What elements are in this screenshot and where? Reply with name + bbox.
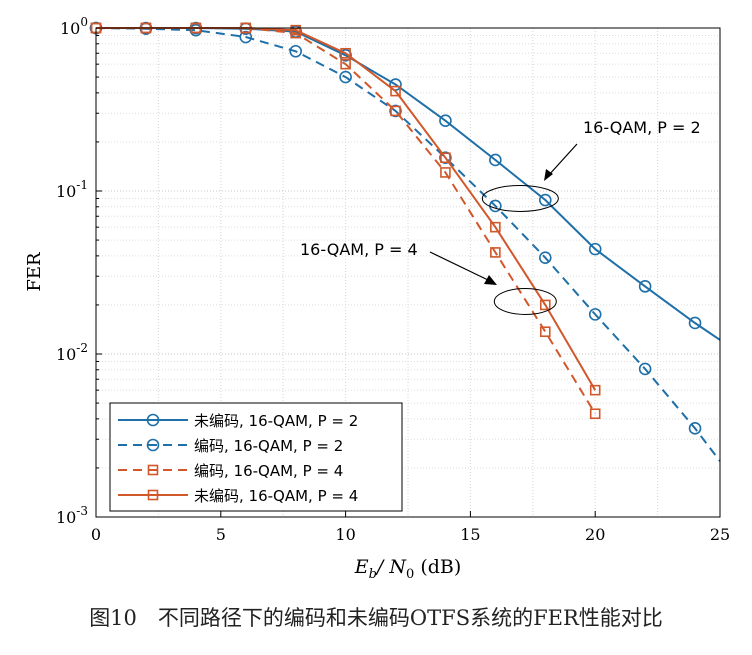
annotation-ellipse bbox=[481, 184, 559, 212]
legend-label: 编码, 16-QAM, P = 2 bbox=[194, 437, 343, 455]
data-point bbox=[239, 30, 253, 44]
data-point bbox=[289, 44, 302, 58]
x-axis-label-unit: (dB) bbox=[414, 556, 461, 578]
data-point bbox=[189, 23, 203, 37]
legend-label: 未编码, 16-QAM, P = 4 bbox=[194, 487, 358, 505]
annotation-arrow-line bbox=[429, 251, 489, 281]
legend-marker bbox=[146, 438, 160, 452]
data-point bbox=[339, 49, 352, 62]
annotation-ellipse bbox=[493, 287, 557, 315]
series-line bbox=[96, 27, 721, 341]
data-point bbox=[538, 251, 552, 264]
data-point bbox=[490, 221, 501, 233]
data-point bbox=[539, 299, 551, 311]
legend-marker bbox=[147, 464, 159, 476]
data-point bbox=[588, 308, 602, 321]
annotations: 16-QAM, P = 2 16-QAM, P = 4 bbox=[300, 118, 701, 315]
legend: 未编码, 16-QAM, P = 2 编码, 16-QAM, P = 2 编码, 1… bbox=[109, 402, 403, 512]
data-point bbox=[390, 105, 401, 117]
data-point bbox=[340, 58, 351, 70]
data-point bbox=[390, 85, 401, 97]
annotation-arrowhead bbox=[484, 275, 497, 285]
ticks: 0 5 10 15 20 25 100 10-1 10-2 10-3 bbox=[56, 15, 730, 544]
data-point bbox=[688, 422, 702, 435]
data-point bbox=[588, 242, 602, 256]
legend-marker bbox=[146, 413, 160, 427]
data-point bbox=[638, 362, 652, 376]
annotation-arrowhead bbox=[544, 169, 553, 181]
y-axis-label: FER bbox=[24, 252, 45, 292]
x-axis-label-main: E bbox=[354, 556, 369, 578]
annotation-label: 16-QAM, P = 2 bbox=[583, 118, 701, 137]
legend-item: 编码, 16-QAM, P = 4 bbox=[118, 462, 343, 480]
x-axis-label: Eb/ N0 (dB) bbox=[354, 556, 462, 582]
data-point bbox=[440, 167, 451, 178]
x-tick-label: 0 bbox=[91, 525, 101, 544]
grid bbox=[95, 28, 721, 518]
series-1 bbox=[89, 21, 721, 462]
series-line bbox=[95, 27, 721, 462]
data-point bbox=[638, 280, 652, 293]
x-tick-label: 10 bbox=[335, 525, 355, 544]
legend-item: 未编码, 16-QAM, P = 2 bbox=[118, 412, 358, 430]
figure-caption: 图10 不同路径下的编码和未编码OTFS系统的FER性能对比 bbox=[89, 606, 663, 630]
data-point bbox=[538, 193, 552, 207]
data-point bbox=[539, 326, 551, 338]
x-tick-label: 25 bbox=[710, 525, 730, 544]
annotation-arrow-line bbox=[547, 143, 578, 177]
data-point bbox=[439, 114, 452, 127]
data-point bbox=[589, 384, 601, 396]
legend-label: 编码, 16-QAM, P = 4 bbox=[194, 462, 343, 480]
y-tick-label: 10-1 bbox=[56, 178, 88, 201]
data-point bbox=[439, 151, 452, 165]
annotation-label: 16-QAM, P = 4 bbox=[300, 240, 418, 259]
legend-label: 未编码, 16-QAM, P = 2 bbox=[194, 412, 358, 430]
data-point bbox=[389, 104, 402, 118]
x-axis-label-slash: / N bbox=[375, 556, 407, 578]
data-point bbox=[290, 24, 301, 36]
series-0 bbox=[89, 21, 721, 341]
x-tick-label: 5 bbox=[216, 525, 226, 544]
axes-box bbox=[95, 27, 721, 518]
data-point bbox=[440, 152, 451, 164]
data-point bbox=[489, 153, 502, 167]
y-tick-label: 10-2 bbox=[56, 341, 88, 364]
legend-item: 编码, 16-QAM, P = 2 bbox=[118, 437, 343, 455]
x-tick-label: 20 bbox=[585, 525, 605, 544]
y-tick-label: 100 bbox=[60, 15, 88, 38]
legend-marker bbox=[147, 489, 159, 501]
data-point bbox=[339, 70, 352, 84]
legend-item: 未编码, 16-QAM, P = 4 bbox=[118, 487, 358, 505]
x-axis-label-sub1: b bbox=[369, 567, 377, 582]
x-tick-label: 15 bbox=[460, 525, 480, 544]
data-point bbox=[340, 47, 351, 59]
y-tick-label: 10-3 bbox=[56, 504, 88, 527]
data-point bbox=[490, 247, 501, 258]
data-point bbox=[589, 408, 601, 420]
x-axis-label-sub2: 0 bbox=[406, 567, 414, 582]
data-point bbox=[688, 316, 702, 330]
